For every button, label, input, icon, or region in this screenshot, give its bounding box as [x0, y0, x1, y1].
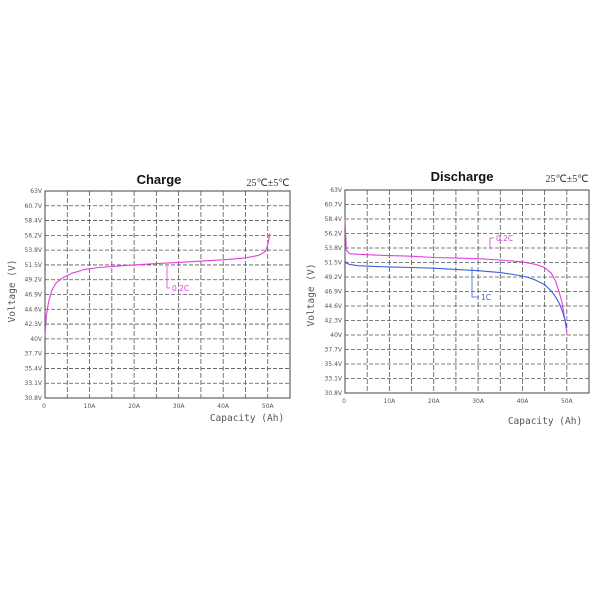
- charge-y-tick-label: 44.6V: [25, 306, 43, 313]
- charge-chart-title: Charge: [137, 172, 182, 187]
- discharge-y-tick-label: 56.2V: [325, 231, 343, 238]
- discharge-y-tick-label: 60.7V: [325, 202, 343, 209]
- charge-y-tick-label: 56.2V: [25, 232, 43, 239]
- charge-y-tick-label: 42.3V: [25, 321, 43, 328]
- charge-y-tick-label: 49.2V: [25, 277, 43, 284]
- discharge-y-tick-label: 35.4V: [325, 361, 343, 368]
- discharge-x-tick-label: 20A: [428, 398, 441, 405]
- charge-y-tick-label: 33.1V: [25, 380, 43, 387]
- charge-x-axis-label: Capacity (Ah): [210, 413, 284, 424]
- charge-y-tick-label: 58.4V: [25, 218, 43, 225]
- discharge-y-tick-label: 49.2V: [325, 274, 343, 281]
- discharge-x-tick-label: 30A: [472, 398, 485, 405]
- charge-y-tick-label: 60.7V: [25, 203, 43, 210]
- charge-y-axis-label: Voltage (V): [7, 260, 18, 323]
- discharge-x-tick-label: 0: [342, 398, 346, 405]
- charge-x-tick-label: 20A: [128, 403, 141, 410]
- charge-x-tick-label: 0: [42, 403, 46, 410]
- discharge-series-02c-leader: [489, 237, 494, 249]
- discharge-y-tick-label: 53.8V: [325, 245, 343, 252]
- charge-x-tick-label: 50A: [262, 403, 275, 410]
- discharge-x-tick-label: 50A: [561, 398, 574, 405]
- discharge-x-tick-label: 10A: [383, 398, 396, 405]
- charge-series-02c-label: 0.2C: [172, 284, 189, 293]
- charge-chart: Charge 25℃±5℃ Voltage (V) Capacity (Ah) …: [7, 172, 291, 424]
- charge-series-02c-leader: [166, 266, 170, 289]
- charge-y-tick-label: 37.7V: [25, 351, 43, 358]
- discharge-y-tick-label: 30.8V: [325, 390, 343, 397]
- discharge-series-02c-line: [344, 218, 568, 332]
- discharge-series-1c-label: 1C: [481, 293, 491, 302]
- charge-x-tick-label: 10A: [84, 403, 97, 410]
- charge-y-tick-label: 46.9V: [25, 292, 43, 299]
- discharge-y-tick-label: 40V: [330, 332, 343, 339]
- charge-x-tick-label: 30A: [173, 403, 186, 410]
- charge-x-tick-label: 40A: [217, 403, 230, 410]
- charge-y-tick-label: 63V: [30, 188, 43, 195]
- discharge-series-02c-label: 0.2C: [496, 234, 513, 243]
- discharge-series-1c-line: [344, 260, 568, 328]
- charge-y-tick-label: 53.8V: [25, 247, 43, 254]
- charge-y-tick-label: 35.4V: [25, 365, 43, 372]
- discharge-y-tick-label: 33.1V: [325, 376, 343, 383]
- discharge-chart: Discharge 25℃±5℃ Voltage (V) Capacity (A…: [306, 169, 590, 427]
- discharge-y-axis-label: Voltage (V): [306, 264, 317, 327]
- discharge-chart-title: Discharge: [431, 169, 494, 184]
- charge-y-tick-label: 30.8V: [25, 395, 43, 402]
- charge-temperature-annotation: 25℃±5℃: [247, 178, 290, 189]
- discharge-temperature-annotation: 25℃±5℃: [546, 174, 589, 185]
- charge-y-tick-label: 51.5V: [25, 262, 43, 269]
- discharge-y-tick-label: 42.3V: [325, 318, 343, 325]
- charge-y-tick-label: 40V: [30, 336, 43, 343]
- discharge-series-1c-leader: [471, 267, 479, 298]
- discharge-x-axis-label: Capacity (Ah): [508, 416, 582, 427]
- discharge-y-tick-label: 58.4V: [325, 216, 343, 223]
- charge-series-02c-line: [44, 233, 271, 336]
- discharge-y-tick-label: 37.7V: [325, 347, 343, 354]
- discharge-y-tick-label: 44.6V: [325, 303, 343, 310]
- discharge-y-tick-label: 51.5V: [325, 260, 343, 267]
- discharge-x-tick-label: 40A: [517, 398, 530, 405]
- discharge-y-tick-label: 46.9V: [325, 289, 343, 296]
- discharge-y-tick-label: 63V: [330, 187, 343, 194]
